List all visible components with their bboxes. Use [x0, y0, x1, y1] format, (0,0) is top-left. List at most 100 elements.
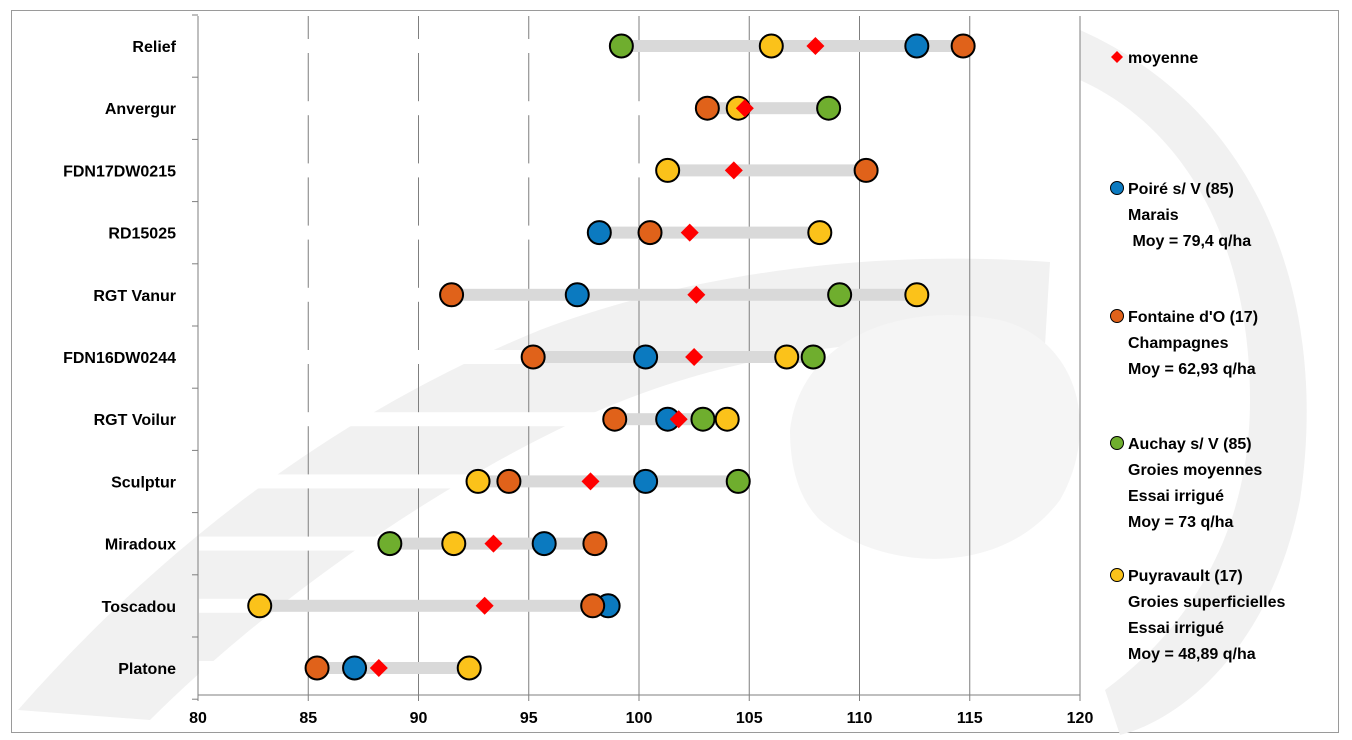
row-leader: [199, 412, 615, 427]
range-bar: [317, 662, 470, 674]
marker-puyravault: [655, 157, 681, 183]
category-label: Relief: [132, 39, 176, 56]
marker-fontaine: [694, 95, 720, 121]
row-leader: [199, 536, 390, 551]
category-label: RGT Vanur: [93, 288, 176, 305]
x-tick-label: 100: [626, 710, 653, 727]
x-tick-label: 105: [736, 710, 763, 727]
category-label: Miradoux: [105, 537, 176, 554]
marker-auchay: [690, 406, 716, 432]
marker-auchay: [608, 33, 634, 59]
range-bar: [707, 102, 829, 115]
legend-label-poire: Moy = 79,4 q/ha: [1128, 233, 1251, 250]
marker-puyravault: [441, 531, 467, 557]
marker-poire: [531, 531, 557, 557]
category-label: Anvergur: [105, 101, 176, 118]
row-leader: [199, 598, 260, 613]
marker-poire: [633, 468, 659, 494]
mean-marker: [680, 223, 699, 242]
marker-auchay: [377, 531, 403, 557]
range-bar: [533, 351, 814, 363]
legend-marker-poire: [1110, 181, 1124, 195]
marker-fontaine: [580, 593, 606, 619]
marker-auchay: [827, 282, 853, 308]
legend-marker-fontaine: [1110, 309, 1124, 323]
mean-marker: [475, 596, 494, 615]
marker-fontaine: [582, 531, 608, 557]
marker-fontaine: [853, 157, 879, 183]
range-bar: [621, 40, 964, 52]
marker-puyravault: [456, 655, 482, 681]
legend-label-poire: Poiré s/ V (85): [1128, 181, 1234, 198]
row-leader: [199, 39, 622, 53]
marker-auchay: [816, 95, 842, 121]
legend-marker-auchay: [1110, 436, 1124, 450]
legend-label-fontaine: Fontaine d'O (17): [1128, 309, 1258, 326]
mean-marker: [735, 99, 754, 118]
x-tick-label: 80: [189, 710, 207, 727]
marker-puyravault: [904, 282, 930, 308]
mean-marker: [369, 659, 388, 677]
range-bar: [259, 599, 609, 612]
legend-label-auchay: Groies moyennes: [1128, 462, 1262, 479]
marker-fontaine: [520, 344, 546, 370]
x-tick-label: 90: [410, 710, 428, 727]
row-leader: [199, 163, 668, 178]
x-tick-label: 95: [520, 710, 538, 727]
legend-mean-marker: [1111, 51, 1123, 63]
category-label: Toscadou: [102, 599, 176, 616]
row-leader: [199, 350, 534, 364]
row-leader: [199, 225, 600, 240]
row-leader: [199, 474, 479, 489]
marker-poire: [342, 655, 368, 681]
mean-marker: [669, 410, 688, 429]
legend-label-puyravault: Moy = 48,89 q/ha: [1128, 646, 1256, 663]
legend-label-puyravault: Groies superficielles: [1128, 594, 1286, 611]
range-bar: [478, 475, 739, 488]
mean-marker: [484, 534, 503, 553]
category-label: RGT Voilur: [94, 412, 176, 429]
marker-puyravault: [247, 593, 273, 619]
marker-auchay: [725, 468, 751, 494]
marker-fontaine: [637, 220, 663, 246]
marker-puyravault: [807, 220, 833, 246]
row-leader: [199, 661, 318, 675]
category-label: RD15025: [108, 226, 176, 243]
marker-fontaine: [950, 33, 976, 59]
chart-frame: [11, 10, 1339, 733]
category-label: FDN17DW0215: [63, 163, 176, 180]
row-leader: [199, 101, 708, 116]
legend-label-fontaine: Champagnes: [1128, 335, 1229, 352]
range-bar: [667, 164, 867, 177]
marker-puyravault: [774, 344, 800, 370]
mean-marker: [581, 472, 600, 491]
marker-poire: [633, 344, 659, 370]
legend-marker-puyravault: [1110, 568, 1124, 582]
category-label: Platone: [118, 661, 176, 678]
x-tick-label: 120: [1067, 710, 1094, 727]
marker-poire: [586, 220, 612, 246]
category-label: Sculptur: [111, 474, 176, 491]
mean-marker: [724, 161, 743, 180]
mean-marker: [687, 285, 706, 304]
category-label: FDN16DW0244: [63, 350, 176, 367]
marker-poire: [904, 33, 930, 59]
watermark-arc-right: [1080, 30, 1307, 735]
marker-auchay: [800, 344, 826, 370]
legend-label-auchay: Essai irrigué: [1128, 488, 1224, 505]
legend-label-auchay: Auchay s/ V (85): [1128, 436, 1252, 453]
marker-fontaine: [304, 655, 330, 681]
marker-fontaine: [439, 282, 465, 308]
marker-poire: [564, 282, 590, 308]
mean-marker: [685, 348, 704, 366]
legend-label-auchay: Moy = 73 q/ha: [1128, 514, 1233, 531]
row-leader: [199, 287, 452, 302]
mean-marker: [806, 37, 825, 55]
marker-puyravault: [758, 33, 784, 59]
legend-label-puyravault: Essai irrigué: [1128, 620, 1224, 637]
x-tick-label: 85: [299, 710, 317, 727]
marker-fontaine: [496, 468, 522, 494]
marker-puyravault: [714, 406, 740, 432]
legend-mean-label: moyenne: [1128, 50, 1198, 67]
